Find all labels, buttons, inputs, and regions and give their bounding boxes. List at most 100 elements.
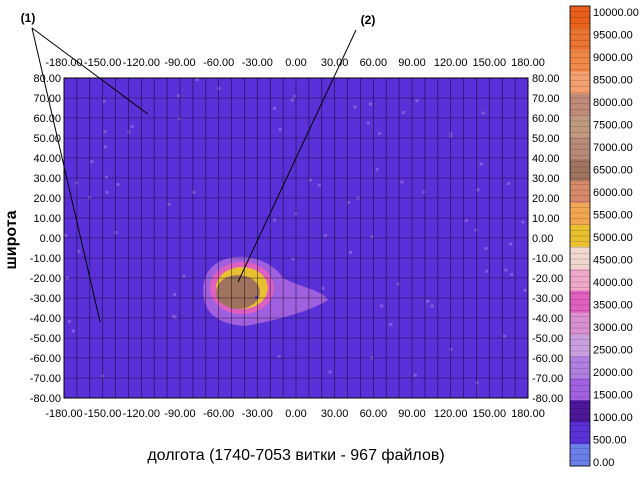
noise-dot (279, 158, 283, 162)
colorbar-tick-label: 5000.00 (593, 232, 633, 244)
x-tick-label-top: -90.00 (164, 57, 195, 69)
y-tick-labels-right: 80.00 70.00 60.00 50.00 40.00 30.00 20.00 10.00… (532, 73, 563, 405)
noise-dot (177, 94, 181, 98)
noise-dot (412, 328, 416, 332)
annotation-leader-1 (31, 27, 149, 115)
noise-dot (103, 130, 107, 134)
x-tick-label-top: 60.00 (360, 57, 388, 69)
noise-dot (328, 146, 332, 150)
noise-dot (375, 167, 379, 171)
colorbar-swatch (570, 225, 590, 248)
noise-dot (137, 372, 141, 376)
colorbar-tick-label: 3000.00 (593, 322, 633, 334)
noise-dot (413, 373, 417, 377)
colorbar-swatch (570, 49, 590, 73)
noise-dot (324, 233, 328, 237)
noise-dot (141, 78, 145, 82)
noise-dot (135, 304, 139, 308)
colorbar-swatch (570, 312, 590, 335)
colorbar-tick-label: 4500.00 (593, 255, 633, 267)
noise-dot (475, 381, 479, 385)
noise-dot (195, 78, 199, 82)
colorbar-swatch (570, 71, 590, 95)
noise-dot (400, 180, 404, 184)
noise-dot (272, 106, 276, 110)
noise-dot (167, 202, 171, 206)
noise-dot (369, 102, 373, 106)
noise-dot (267, 198, 271, 202)
noise-dot (509, 242, 513, 246)
y-tick-label-left: -30.00 (30, 293, 61, 305)
x-tick-label-top: 90.00 (398, 57, 426, 69)
colorbar-tick-label: 10000.00 (593, 7, 639, 19)
x-tick-label-bottom: 180.00 (511, 408, 545, 420)
noise-dot (429, 370, 433, 374)
x-tick-labels-bottom: -180.00 -150.00 -120.00 -90.00 -60.00 -30.00 0… (45, 408, 544, 420)
noise-dot (207, 274, 211, 278)
noise-dot (121, 202, 125, 206)
colorbar-swatch (570, 268, 590, 292)
noise-dot (254, 169, 258, 173)
x-tick-label-top: 0.00 (285, 57, 306, 69)
x-tick-label-bottom: -180.00 (45, 408, 82, 420)
colorbar-tick-label: 4000.00 (593, 277, 633, 289)
colorbar-tick-label: 2500.00 (593, 345, 633, 357)
y-axis-label: широта (3, 210, 20, 269)
noise-dot (401, 111, 405, 115)
noise-dot (172, 314, 176, 318)
noise-dot (292, 151, 296, 155)
x-tick-label-top: 150.00 (473, 57, 507, 69)
noise-dot (415, 99, 419, 103)
x-tick-label-bottom: 90.00 (398, 408, 426, 420)
noise-dot (273, 218, 277, 222)
noise-dot (406, 186, 410, 190)
x-tick-label-bottom: -150.00 (84, 408, 121, 420)
colorbar-tick-label: 5500.00 (593, 210, 633, 222)
noise-dot (90, 160, 94, 164)
colorbar-tick-label: 9000.00 (593, 52, 633, 64)
colorbar-border (569, 5, 591, 467)
noise-dot (64, 233, 68, 237)
noise-dot (523, 288, 527, 292)
noise-dot (317, 183, 321, 187)
noise-dot (130, 125, 134, 129)
colorbar-tick-label: 0.00 (593, 457, 614, 469)
y-tick-label-left: -50.00 (30, 333, 61, 345)
noise-dot (476, 188, 480, 192)
colorbar-swatch (570, 378, 590, 401)
noise-dot (170, 172, 174, 176)
noise-dot (311, 246, 315, 250)
noise-dot (430, 304, 434, 308)
noise-dot (408, 246, 412, 250)
noise-dot (276, 387, 280, 391)
annotation-leader-2 (237, 29, 357, 283)
noise-dot (507, 181, 511, 185)
colorbar-swatch (570, 6, 590, 29)
noise-dot (375, 385, 379, 389)
noise-dot (244, 136, 248, 140)
y-tick-label-right: 60.00 (532, 113, 560, 125)
noise-dot (278, 128, 282, 132)
colorbar-tick-label: 9500.00 (593, 30, 633, 42)
x-tick-label-top: -120.00 (123, 57, 160, 69)
colorbar-swatch (570, 356, 590, 379)
noise-dot (525, 349, 529, 353)
x-tick-label-bottom: -60.00 (203, 408, 234, 420)
x-tick-label-top: 30.00 (321, 57, 349, 69)
noise-dot (378, 131, 382, 135)
noise-dot (328, 370, 332, 374)
noise-dot (189, 323, 193, 327)
x-tick-label-bottom: -30.00 (242, 408, 273, 420)
colorbar-tick-label: 6000.00 (593, 187, 633, 199)
saa-core-region (216, 275, 260, 309)
y-tick-label-left: -20.00 (30, 273, 61, 285)
y-tick-label-left: -80.00 (30, 393, 61, 405)
x-tick-label-top: -150.00 (84, 57, 121, 69)
noise-dot (103, 145, 107, 149)
noise-dot (481, 111, 485, 115)
colorbar: 10000.00 9500.00 9000.00 8500.00 8000.00 7500… (569, 5, 639, 469)
annotations: (1) (2) (21, 11, 375, 323)
noise-dot (67, 193, 71, 197)
colorbar-tick-label: 1000.00 (593, 412, 633, 424)
x-tick-label-bottom: 120.00 (434, 408, 468, 420)
